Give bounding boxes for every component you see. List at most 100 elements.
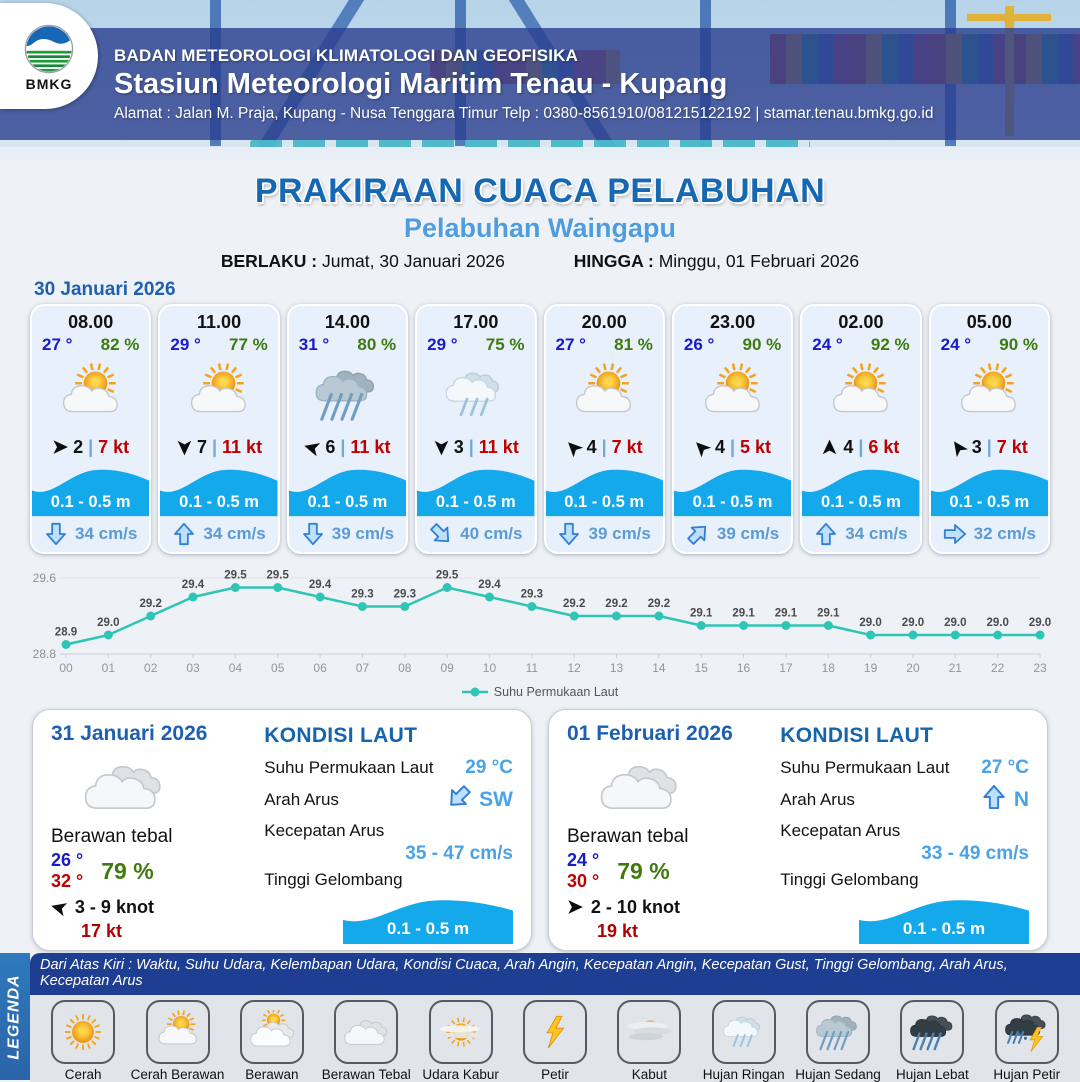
wind-speed: 7 xyxy=(196,437,207,458)
daily-cards-row: 31 Januari 2026 Berawan tebal 26 ° 32 ° … xyxy=(0,709,1080,951)
bmkg-logo: BMKG xyxy=(0,3,98,109)
weather-icon-hujan-sedang xyxy=(289,355,406,434)
svg-text:14: 14 xyxy=(652,661,666,675)
hourly-time: 14.00 xyxy=(324,312,370,332)
wave-height-band: 0.1 - 0.5 m xyxy=(160,461,278,517)
svg-text:29.2: 29.2 xyxy=(605,598,627,610)
legend-item-label: Udara Kabur xyxy=(422,1067,499,1082)
svg-text:29.2: 29.2 xyxy=(563,598,585,610)
daily-date: 01 Februari 2026 xyxy=(567,722,733,745)
svg-text:22: 22 xyxy=(991,661,1005,675)
sst-label: Suhu Permukaan Laut xyxy=(780,758,950,777)
legend-item: Hujan Petir xyxy=(981,1000,1073,1082)
hourly-wind-row: ➤ 4 | 7 kt xyxy=(546,434,663,462)
current-dir-value: N xyxy=(1013,788,1029,811)
hourly-current-row: 32 cm/s xyxy=(931,517,1048,552)
wave-icon xyxy=(545,470,663,517)
current-direction-icon xyxy=(46,523,66,546)
legend-item-label: Berawan Tebal xyxy=(321,1067,411,1082)
current-direction-icon xyxy=(174,523,195,546)
wind-direction-icon: ➤ xyxy=(52,437,69,459)
legend-icon-cerah-berawan xyxy=(145,1000,210,1064)
current-speed: 39 cm/s xyxy=(588,524,651,544)
wave-height-band: 0.1 - 0.5 m xyxy=(288,461,407,517)
hourly-humidity: 90 % xyxy=(999,335,1038,354)
wave-height-value: 0.1 - 0.5 m xyxy=(821,492,901,511)
svg-text:29.5: 29.5 xyxy=(267,570,290,582)
svg-text:29.2: 29.2 xyxy=(648,598,670,610)
current-speed-label: Kecepatan Arus xyxy=(264,821,385,840)
svg-text:23: 23 xyxy=(1033,661,1047,675)
sst-value: 27 °C xyxy=(981,757,1029,778)
svg-text:15: 15 xyxy=(695,661,709,675)
svg-text:08: 08 xyxy=(398,661,412,675)
svg-text:29.6: 29.6 xyxy=(33,571,57,585)
wave-icon xyxy=(930,470,1048,517)
chart-legend-marker-icon xyxy=(461,687,488,697)
current-speed: 39 cm/s xyxy=(331,524,395,544)
current-direction-icon xyxy=(687,526,706,546)
hourly-temp-humidity: 24 ° 92 % xyxy=(802,335,919,355)
hourly-temp-humidity: 26 ° 90 % xyxy=(674,335,791,355)
hourly-temp: 29 ° xyxy=(427,335,458,354)
gust-speed: 11 kt xyxy=(478,437,519,458)
hourly-temp: 27 ° xyxy=(42,335,73,354)
daily-humidity: 79 % xyxy=(617,857,670,884)
weather-icon-hujan-ringan xyxy=(417,355,534,434)
legend-item-label: Cerah xyxy=(64,1067,102,1082)
legend-sidebar-label: LEGENDA xyxy=(6,973,24,1060)
hourly-card: 11.00 29 ° 77 % ➤ 7 | 11 kt 0.1 - 0.5 m … xyxy=(158,304,280,554)
wind-direction-icon: ➤ xyxy=(301,435,323,460)
daily-summary: 01 Februari 2026 Berawan tebal 24 ° 30 °… xyxy=(567,722,770,941)
legend-item: Hujan Ringan xyxy=(698,1000,790,1082)
wave-height-band: 0.1 - 0.5 m xyxy=(417,461,535,517)
svg-text:29.4: 29.4 xyxy=(182,579,205,591)
separator: | xyxy=(986,437,992,458)
hourly-wind-row: ➤ 4 | 6 kt xyxy=(802,434,919,462)
current-speed: 34 cm/s xyxy=(74,524,138,544)
svg-text:10: 10 xyxy=(483,661,497,675)
legend-icon-hujan-petir xyxy=(994,1000,1059,1064)
gust-speed: 7 kt xyxy=(611,437,643,458)
svg-text:12: 12 xyxy=(567,661,581,675)
hourly-wind-row: ➤ 3 | 11 kt xyxy=(417,434,534,462)
legend-item: Kabut xyxy=(603,1000,695,1082)
legend-item: Hujan Sedang xyxy=(792,1000,884,1082)
gust-speed: 5 kt xyxy=(740,437,772,458)
svg-text:00: 00 xyxy=(59,661,73,675)
wind-direction-icon: ➤ xyxy=(430,439,452,456)
sea-title: KONDISI LAUT xyxy=(780,724,934,747)
wave-height-value: 0.1 - 0.5 m xyxy=(949,492,1030,511)
wind-speed: 3 xyxy=(453,437,464,458)
legend-item: Cerah xyxy=(37,1000,129,1082)
temp-min: 26 ° xyxy=(51,850,84,870)
svg-text:29.1: 29.1 xyxy=(732,608,755,620)
svg-text:18: 18 xyxy=(822,661,836,675)
wave-label: Tinggi Gelombang xyxy=(264,870,403,889)
wave-height-value: 0.1 - 0.5 m xyxy=(692,492,773,511)
legend-icon-berawan xyxy=(239,1000,304,1064)
legend-icon-hujan-ringan xyxy=(711,1000,776,1064)
sst-value: 29 °C xyxy=(465,757,513,778)
hourly-card: 23.00 26 ° 90 % ➤ 4 | 5 kt 0.1 - 0.5 m 3… xyxy=(671,304,794,554)
daily-wind-range: 2 - 10 knot xyxy=(590,897,680,917)
wave-height-value: 0.1 - 0.5 m xyxy=(179,492,259,511)
hourly-time: 05.00 xyxy=(966,312,1012,332)
current-dir-label: Arah Arus xyxy=(264,790,339,809)
svg-text:29.4: 29.4 xyxy=(309,579,332,591)
legend-icon-petir xyxy=(522,1000,587,1064)
svg-text:29.2: 29.2 xyxy=(140,598,162,610)
station-name: Stasiun Meteorologi Maritim Tenau - Kupa… xyxy=(114,67,728,100)
hourly-wind-row: ➤ 7 | 11 kt xyxy=(160,434,277,462)
hourly-time: 08.00 xyxy=(68,312,114,332)
legend-item-label: Berawan xyxy=(245,1067,299,1082)
daily-wind: ➤ 2 - 10 knot xyxy=(567,897,770,918)
svg-text:07: 07 xyxy=(356,661,370,675)
bmkg-emblem xyxy=(24,24,74,74)
current-dir-label: Arah Arus xyxy=(780,790,855,809)
current-direction-icon xyxy=(302,523,323,546)
svg-text:29.1: 29.1 xyxy=(690,608,713,620)
legend-item: Hujan Lebat xyxy=(886,1000,978,1082)
sea-title: KONDISI LAUT xyxy=(264,724,418,747)
svg-text:03: 03 xyxy=(186,661,200,675)
